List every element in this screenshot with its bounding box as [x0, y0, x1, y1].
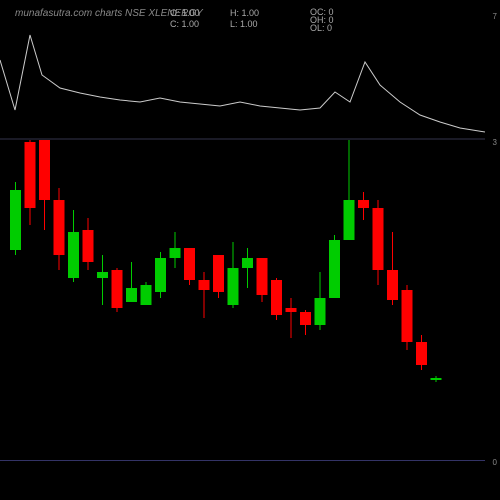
candlestick-panel [0, 140, 485, 430]
axis-label-mid: 3 [493, 138, 497, 147]
indicator-panel [0, 20, 485, 140]
axis-label-bot: 0 [493, 458, 497, 467]
bottom-divider [0, 460, 485, 461]
axis-label-top: 7 [493, 12, 497, 21]
